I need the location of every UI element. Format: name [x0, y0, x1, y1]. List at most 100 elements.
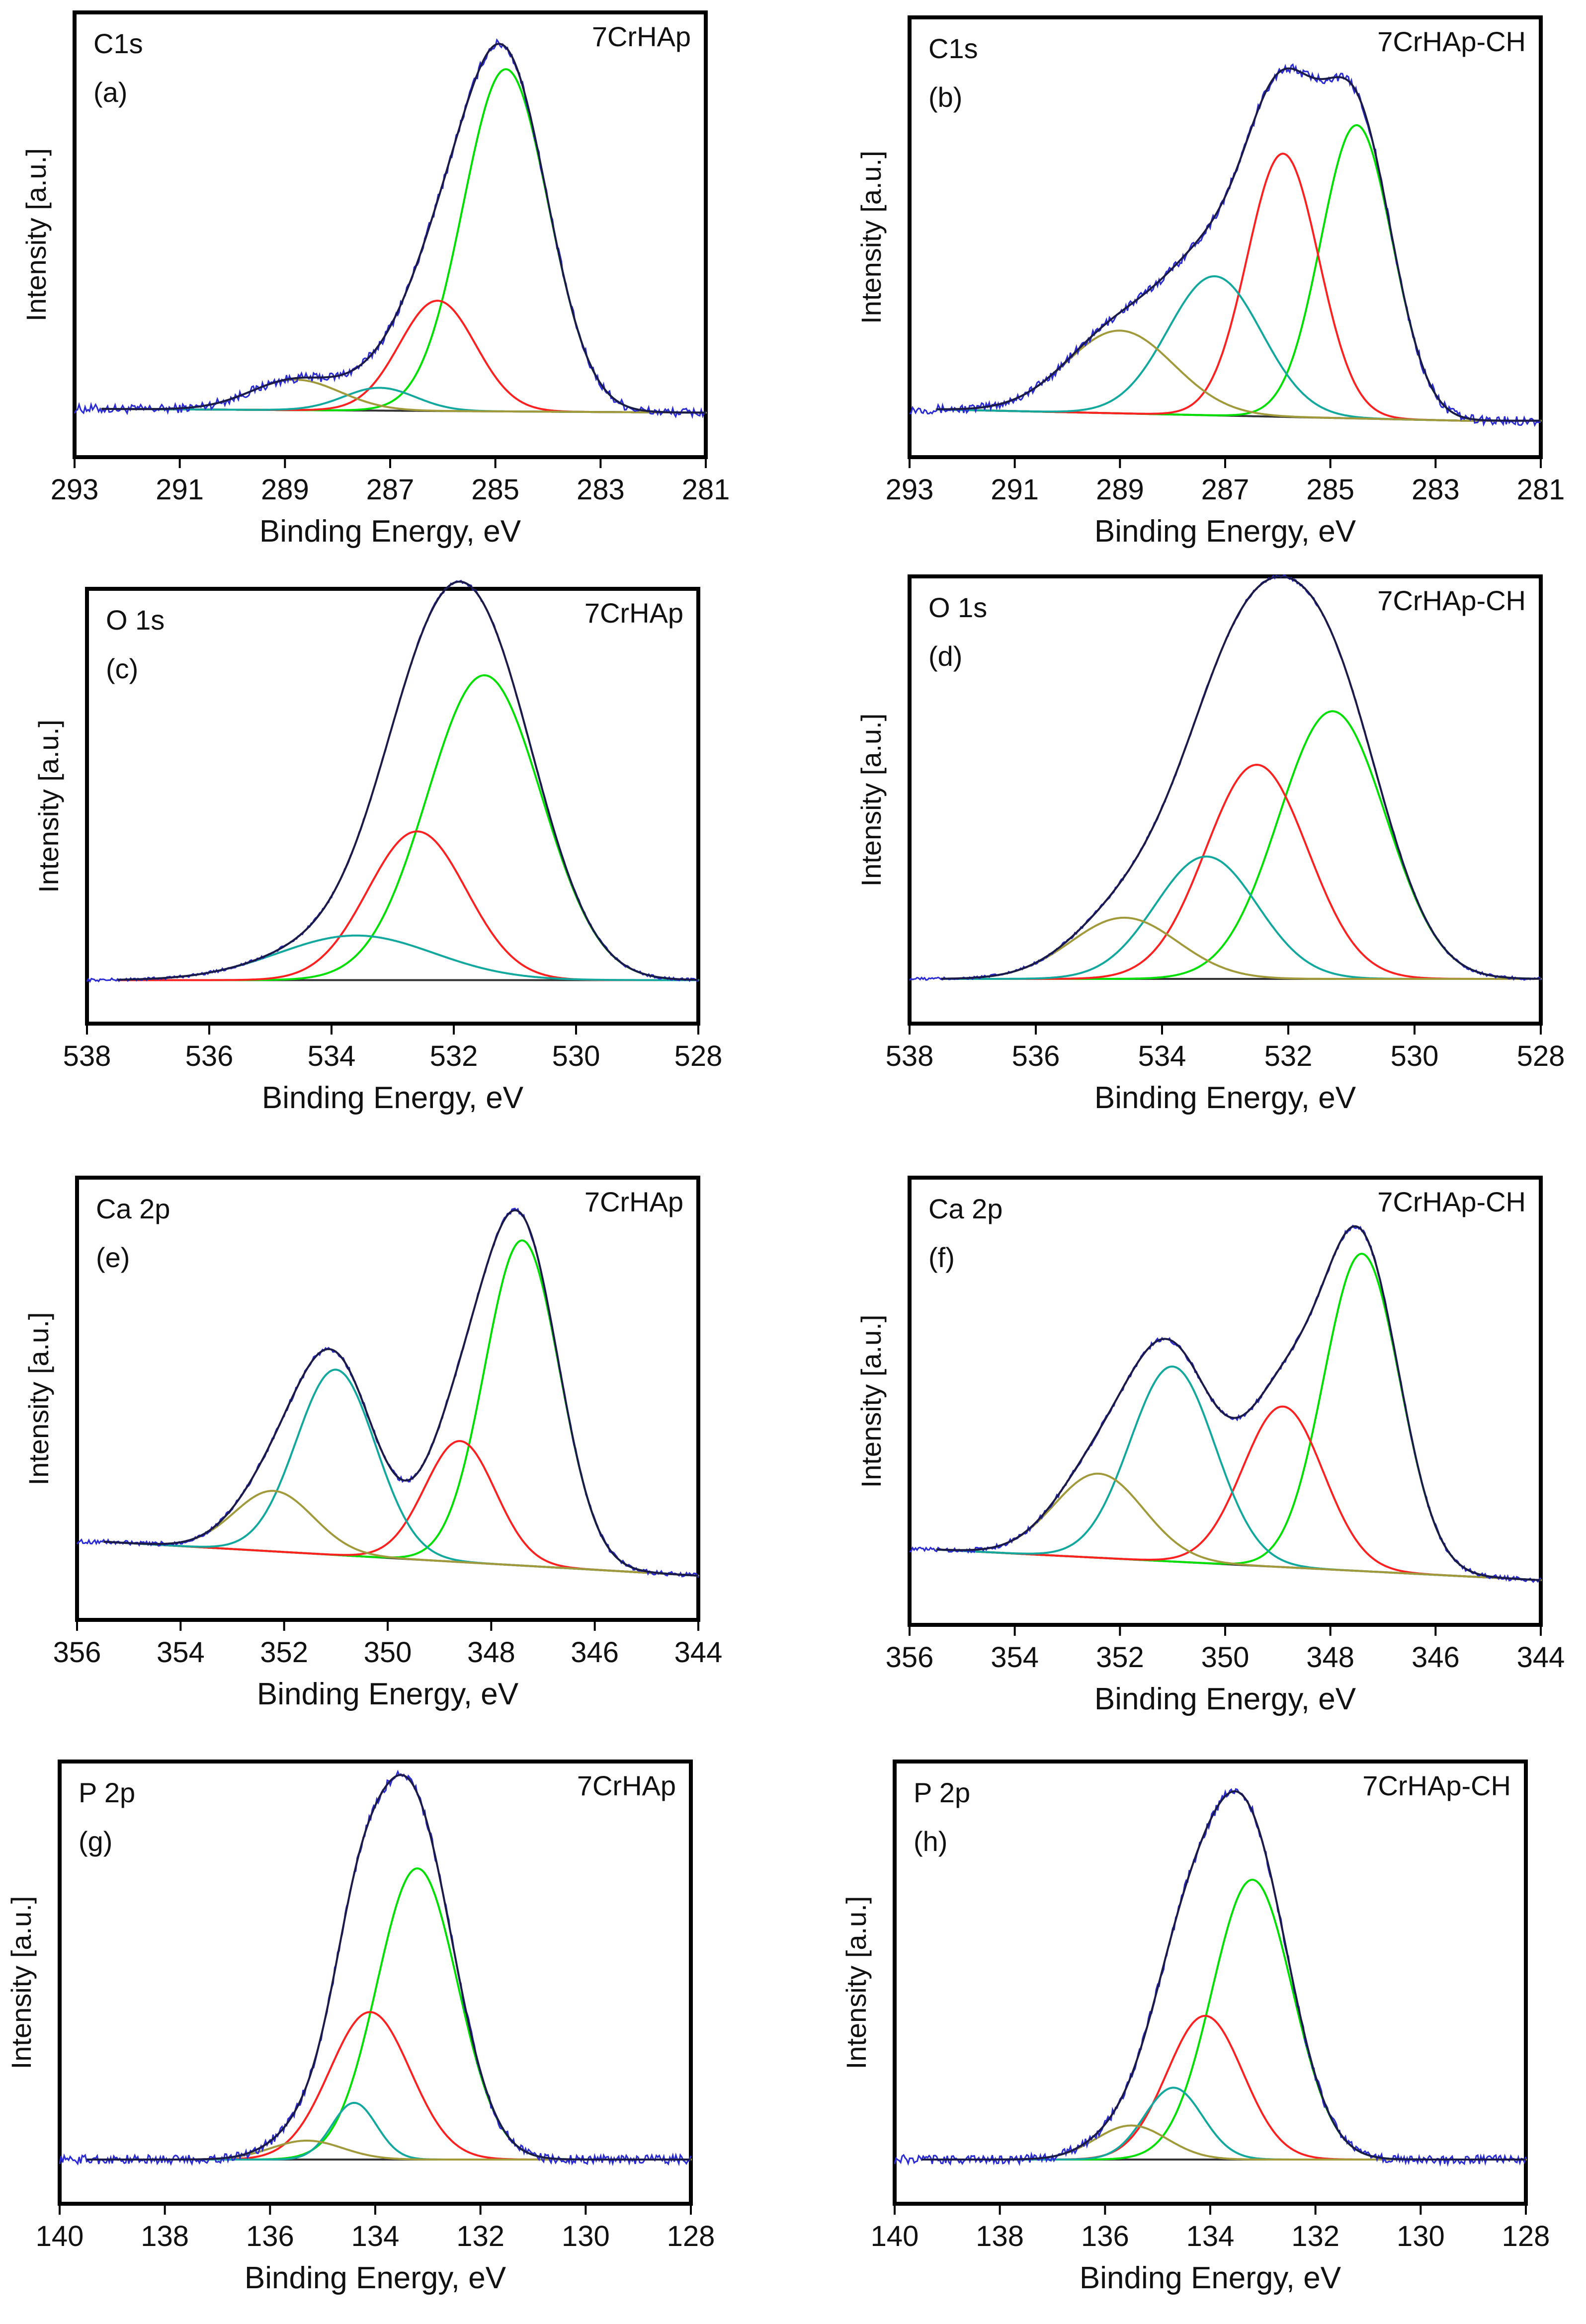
component-peak-green: [85, 1867, 692, 2161]
fit-envelope: [936, 67, 1541, 422]
x-tick-label: 530: [552, 1040, 600, 1072]
panel-a: 293 291 289 287 285 283 281 Binding Energy, eV I…: [20, 10, 730, 549]
x-axis-label: Binding Energy, eV: [245, 2261, 506, 2295]
x-tick-label: 289: [1096, 474, 1144, 506]
x-tick-label: 348: [467, 1636, 515, 1669]
sample-label: 7CrHAp-CH: [1362, 1770, 1511, 1801]
x-tick-label: 134: [351, 2220, 400, 2252]
component-peak-red: [100, 300, 707, 414]
panel-g: 140 138 136 134 132 130 128 Binding Energy, eV I…: [5, 1760, 715, 2295]
x-tick-label: 344: [1517, 1641, 1565, 1674]
x-tick-label: 348: [1306, 1641, 1354, 1674]
y-axis-label: Intensity [a.u.]: [33, 720, 64, 893]
y-axis-label: Intensity [a.u.]: [855, 714, 887, 887]
region-label: O 1s: [928, 592, 987, 623]
sample-label: 7CrHAp: [577, 1770, 676, 1801]
x-tick-label: 128: [1502, 2220, 1550, 2252]
y-axis-label: Intensity [a.u.]: [20, 148, 52, 321]
y-axis-label: Intensity [a.u.]: [23, 1312, 54, 1486]
x-tick-label: 138: [141, 2220, 189, 2252]
plot-frame: [75, 1176, 700, 1622]
panel-f: 356 354 352 350 348 346 344 Binding Energy, eV I…: [855, 1176, 1565, 1716]
x-tick-label: 291: [991, 474, 1039, 506]
component-peak-red: [85, 2011, 692, 2161]
x-axis-label: Binding Energy, eV: [1094, 1682, 1356, 1716]
sample-label: 7CrHAp-CH: [1377, 26, 1526, 57]
x-tick-label: 287: [366, 474, 415, 506]
x-tick-label: 128: [667, 2220, 715, 2252]
x-tick-label: 293: [51, 474, 99, 506]
region-label: O 1s: [106, 604, 165, 636]
x-tick-label: 285: [1306, 474, 1354, 506]
x-tick-label: 346: [571, 1636, 619, 1669]
panel-label: (f): [928, 1242, 955, 1273]
x-tick-label: 136: [246, 2220, 294, 2252]
component-peak-olive: [102, 1490, 699, 1577]
panel-label: (b): [928, 81, 962, 113]
fit-envelope: [86, 1774, 691, 2161]
component-peak-red: [102, 1440, 699, 1577]
x-tick-label: 344: [674, 1636, 723, 1669]
measured-spectrum: [86, 579, 699, 983]
component-peak-green: [935, 124, 1542, 422]
region-label: Ca 2p: [96, 1193, 170, 1224]
x-tick-label: 281: [1517, 474, 1565, 506]
x-tick-label: 350: [364, 1636, 412, 1669]
region-label: C1s: [93, 28, 143, 59]
x-tick-label: 285: [471, 474, 519, 506]
x-tick-label: 293: [886, 474, 934, 506]
panel-label: (g): [79, 1826, 112, 1857]
x-tick-label: 354: [157, 1636, 205, 1669]
component-peak-teal: [102, 1368, 699, 1577]
component-peak-red: [935, 153, 1542, 422]
plot-frame: [908, 574, 1543, 1026]
y-axis-label: Intensity [a.u.]: [855, 1315, 887, 1488]
component-peak-green: [116, 674, 699, 981]
x-axis-label: Binding Energy, eV: [259, 514, 521, 549]
x-axis-label: Binding Energy, eV: [1094, 514, 1356, 549]
x-tick-label: 532: [1264, 1040, 1313, 1072]
fit-envelope: [921, 1790, 1526, 2161]
fit-envelope: [936, 1225, 1541, 1581]
x-tick-label: 352: [260, 1636, 308, 1669]
component-peak-green: [940, 710, 1542, 980]
panel-label: (e): [96, 1242, 130, 1273]
plot-frame: [73, 10, 708, 459]
x-tick-label: 530: [1391, 1040, 1439, 1072]
region-label: P 2p: [79, 1777, 135, 1808]
x-tick-label: 352: [1096, 1641, 1144, 1674]
y-axis-label: Intensity [a.u.]: [5, 1896, 37, 2070]
x-tick-label: 136: [1081, 2220, 1129, 2252]
panel-e: 356 354 352 350 348 346 344 Binding Energy, eV I…: [23, 1176, 723, 1711]
component-peak-green: [100, 68, 707, 414]
x-tick-label: 130: [562, 2220, 610, 2252]
x-tick-label: 132: [456, 2220, 504, 2252]
component-peak-red: [920, 2014, 1527, 2161]
x-tick-label: 356: [53, 1636, 101, 1669]
component-peak-teal: [85, 2101, 692, 2161]
x-tick-label: 132: [1291, 2220, 1339, 2252]
x-tick-label: 350: [1201, 1641, 1250, 1674]
x-tick-label: 281: [682, 474, 730, 506]
x-tick-label: 534: [308, 1040, 356, 1072]
panel-c: 538 536 534 532 530 528 Binding Energy, eV Inte…: [33, 579, 722, 1115]
region-label: Ca 2p: [928, 1193, 1002, 1224]
y-axis-label: Intensity [a.u.]: [840, 1896, 872, 2070]
measured-spectrum: [894, 1788, 1527, 2167]
x-tick-label: 291: [156, 474, 204, 506]
component-peak-red: [940, 764, 1542, 980]
region-label: C1s: [928, 33, 978, 64]
fit-envelope: [117, 580, 698, 981]
measured-spectrum: [909, 574, 1542, 981]
plot-frame: [58, 1760, 693, 2206]
sample-label: 7CrHAp: [584, 597, 683, 629]
panel-label: (c): [106, 653, 138, 684]
region-label: P 2p: [914, 1777, 970, 1808]
fit-envelope: [103, 1209, 699, 1577]
x-axis-label: Binding Energy, eV: [257, 1677, 519, 1711]
y-axis-label: Intensity [a.u.]: [855, 151, 887, 324]
x-tick-label: 140: [871, 2220, 919, 2252]
panel-label: (a): [93, 77, 127, 108]
